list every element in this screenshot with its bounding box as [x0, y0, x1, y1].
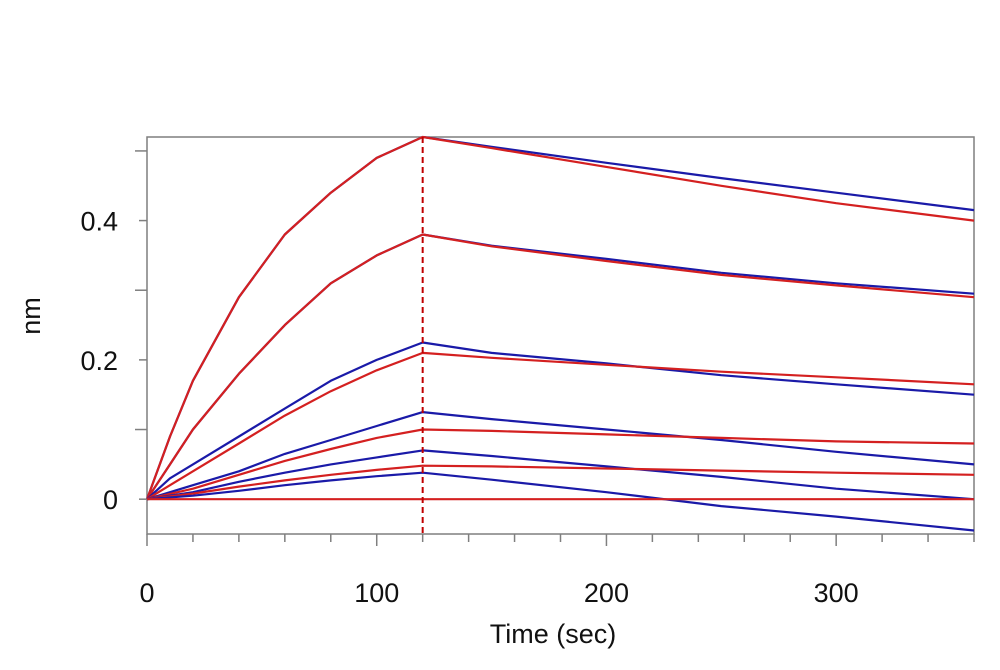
x-tick-label: 0 — [139, 578, 154, 608]
fit-curve-5 — [146, 464, 975, 501]
y-tick-label: 0.2 — [80, 346, 118, 376]
sensorgram-curve-5 — [146, 449, 975, 501]
x-axis: 0 100 200 300 — [139, 534, 975, 608]
fit-curve-3 — [146, 351, 975, 501]
series-layer — [145, 135, 975, 534]
sensorgram-curve-3 — [146, 341, 975, 501]
y-axis-label: nm — [16, 297, 46, 335]
y-axis: 0 0.2 0.4 — [80, 150, 147, 515]
fit-curve-1 — [145, 135, 975, 500]
y-tick-label: 0 — [103, 485, 118, 515]
fit-curve-2 — [146, 233, 975, 500]
x-tick-label: 200 — [584, 578, 629, 608]
fit-curve-4 — [146, 428, 975, 501]
sensorgram-curve-4 — [146, 411, 975, 501]
sensorgram-curve-6 — [146, 471, 975, 532]
x-axis-label: Time (sec) — [490, 619, 617, 649]
sensorgram-curve-1 — [145, 135, 975, 500]
x-tick-label: 100 — [354, 578, 399, 608]
x-tick-label: 300 — [814, 578, 859, 608]
y-tick-label: 0.4 — [80, 207, 118, 237]
